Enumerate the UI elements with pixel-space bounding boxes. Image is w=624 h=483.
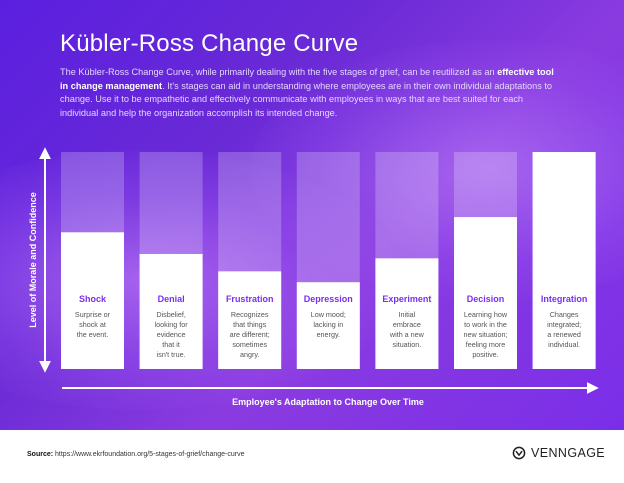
intro-paragraph: The Kübler-Ross Change Curve, while prim…	[60, 66, 560, 120]
stage-description: Disbelief,	[156, 310, 186, 319]
stage-description: are different;	[230, 330, 270, 339]
stage-description: feeling more	[466, 340, 506, 349]
stage-label: Shock	[79, 294, 107, 304]
source-label: Source:	[27, 451, 54, 458]
stage-description: Initial	[399, 310, 416, 319]
stage-description: isn't true.	[157, 350, 186, 359]
stage-description: embrace	[393, 320, 421, 329]
stage-description: lacking in	[313, 320, 343, 329]
stage-label: Denial	[158, 294, 185, 304]
stage-description: to work in the	[464, 320, 507, 329]
brand-logo: VENNGAGE	[512, 446, 605, 460]
stage-description: situation.	[393, 340, 422, 349]
stage-description: looking for	[155, 320, 189, 329]
stage-description: angry.	[240, 350, 259, 359]
y-axis-label: Level of Morale and Confidence	[28, 192, 38, 328]
stage-label: Experiment	[382, 294, 431, 304]
infographic-background: Kübler-Ross Change Curve The Kübler-Ross…	[0, 0, 624, 430]
source-url[interactable]: https://www.ekrfoundation.org/5-stages-o…	[55, 451, 245, 458]
stage-label: Integration	[541, 294, 588, 304]
stage-description: that it	[162, 340, 180, 349]
stage-description: Surprise or	[75, 310, 111, 319]
stage-description: the event.	[77, 330, 109, 339]
footer: Source: https://www.ekrfoundation.org/5-…	[0, 430, 624, 483]
page-title: Kübler-Ross Change Curve	[60, 30, 359, 57]
stage-label: Decision	[467, 294, 505, 304]
bar-integration	[532, 152, 596, 369]
stage-description: Low mood;	[311, 310, 346, 319]
stage-description: positive.	[472, 350, 498, 359]
stage-description: that things	[233, 320, 267, 329]
stage-description: Changes	[550, 310, 579, 319]
stage-description: integrated;	[547, 320, 581, 329]
stage-label: Frustration	[226, 294, 274, 304]
stage-description: shock at	[79, 320, 106, 329]
stage-description: sometimes	[232, 340, 267, 349]
bar-decision	[454, 217, 517, 369]
x-axis-label: Employee's Adaptation to Change Over Tim…	[232, 397, 424, 407]
intro-highlight: effective tool in change management	[60, 67, 554, 91]
stage-description: new situation;	[464, 330, 508, 339]
stage-label: Depression	[304, 294, 353, 304]
bar-depression	[296, 282, 360, 369]
source-citation: Source: https://www.ekrfoundation.org/5-…	[27, 451, 245, 458]
stage-description: Learning how	[464, 310, 508, 319]
stage-description: with a new	[389, 330, 425, 339]
stage-description: a renewed	[547, 330, 581, 339]
stage-description: energy.	[317, 330, 340, 339]
stage-description: evidence	[157, 330, 186, 339]
bar-experiment	[375, 258, 439, 369]
intro-text: . It's stages can aid in understanding w…	[60, 80, 553, 118]
venngage-logo-icon	[512, 446, 526, 460]
bar-denial	[139, 253, 203, 369]
bar-shock	[61, 232, 124, 369]
intro-text: The Kübler-Ross Change Curve, while prim…	[60, 67, 498, 77]
stage-description: individual.	[548, 340, 580, 349]
bar-frustration	[218, 271, 282, 369]
stage-description: Recognizes	[231, 310, 269, 319]
brand-name: VENNGAGE	[531, 446, 606, 460]
